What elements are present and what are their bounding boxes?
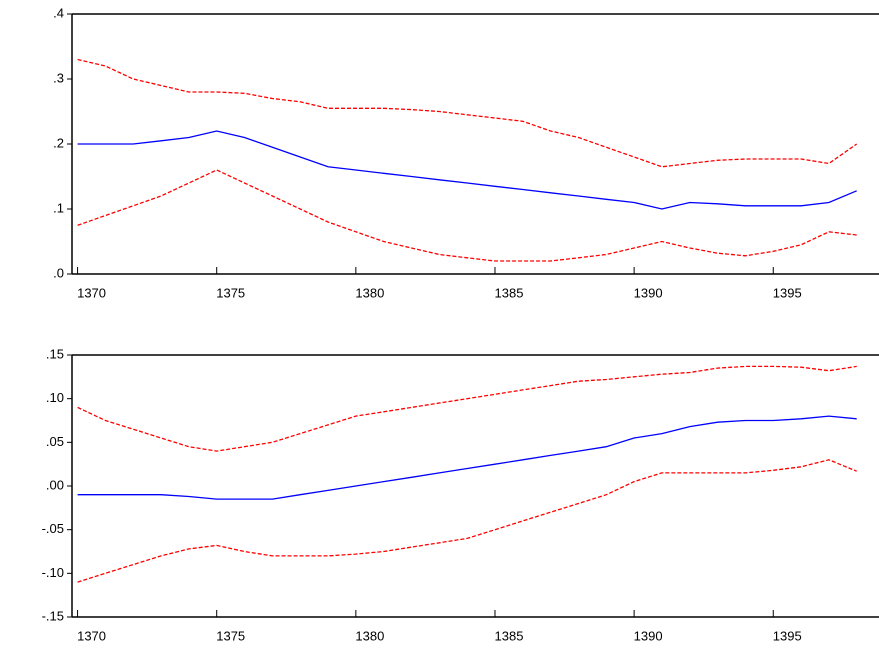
x-tick-label: 1395: [773, 628, 802, 643]
x-tick-label: 1375: [216, 285, 245, 300]
y-tick-label: -.10: [42, 565, 64, 580]
y-tick-label: .00: [46, 477, 64, 492]
x-tick-label: 1385: [495, 285, 524, 300]
y-tick-label: -.05: [42, 521, 64, 536]
series-line: [77, 169, 857, 262]
y-tick-label: .0: [53, 265, 64, 280]
x-tick-label: 1375: [216, 628, 245, 643]
x-tick-label: 1390: [634, 628, 663, 643]
series-line: [77, 415, 857, 500]
y-tick-label: .10: [46, 390, 64, 405]
series-line: [77, 130, 857, 210]
y-tick-label: .4: [53, 5, 64, 20]
y-tick-label: .1: [53, 200, 64, 215]
x-tick-label: 1380: [355, 628, 384, 643]
x-tick-label: 1370: [77, 628, 106, 643]
y-tick-label: .3: [53, 70, 64, 85]
y-tick-label: .05: [46, 434, 64, 449]
y-tick-label: -.15: [42, 608, 64, 623]
x-tick-label: 1385: [495, 628, 524, 643]
y-tick-label: .15: [46, 346, 64, 361]
x-tick-label: 1370: [77, 285, 106, 300]
y-tick-label: .2: [53, 135, 64, 150]
series-line: [77, 459, 857, 583]
series-line: [77, 365, 857, 452]
x-tick-label: 1380: [355, 285, 384, 300]
series-line: [77, 58, 858, 168]
x-tick-label: 1395: [773, 285, 802, 300]
x-tick-label: 1390: [634, 285, 663, 300]
